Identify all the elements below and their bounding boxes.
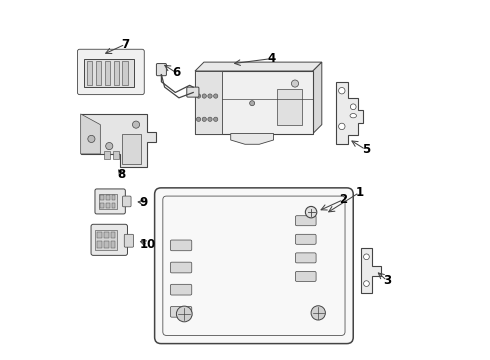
Text: 7: 7 <box>121 38 129 51</box>
Bar <box>111 232 115 238</box>
FancyBboxPatch shape <box>155 188 353 343</box>
Circle shape <box>305 206 317 218</box>
Circle shape <box>202 94 206 98</box>
Bar <box>98 194 117 209</box>
Bar <box>106 203 110 207</box>
Circle shape <box>364 254 369 260</box>
Text: 6: 6 <box>172 66 180 79</box>
Circle shape <box>208 117 212 121</box>
FancyBboxPatch shape <box>77 49 144 95</box>
Bar <box>106 195 110 201</box>
Polygon shape <box>361 248 381 293</box>
FancyBboxPatch shape <box>122 196 131 207</box>
Bar <box>112 195 115 201</box>
Text: 2: 2 <box>339 193 347 206</box>
Circle shape <box>292 80 298 87</box>
Bar <box>98 232 102 238</box>
Circle shape <box>176 306 192 322</box>
FancyBboxPatch shape <box>171 262 192 273</box>
Bar <box>84 59 134 87</box>
FancyBboxPatch shape <box>171 284 192 295</box>
Bar <box>122 134 142 164</box>
Bar <box>111 241 115 248</box>
Bar <box>277 89 302 125</box>
Bar <box>195 71 222 134</box>
Ellipse shape <box>350 113 356 118</box>
Polygon shape <box>336 82 363 144</box>
Text: 3: 3 <box>383 274 391 287</box>
Bar <box>104 61 110 85</box>
Circle shape <box>364 281 369 287</box>
Bar <box>114 61 119 85</box>
FancyBboxPatch shape <box>295 253 316 263</box>
Bar <box>98 241 102 248</box>
Circle shape <box>132 121 140 128</box>
Polygon shape <box>231 134 273 144</box>
Polygon shape <box>313 62 322 134</box>
Polygon shape <box>81 114 156 167</box>
Text: 5: 5 <box>362 143 370 156</box>
FancyBboxPatch shape <box>171 240 192 251</box>
Bar <box>113 152 119 158</box>
FancyBboxPatch shape <box>95 189 125 214</box>
Bar <box>104 152 110 158</box>
FancyBboxPatch shape <box>124 234 134 247</box>
FancyBboxPatch shape <box>295 271 316 282</box>
FancyBboxPatch shape <box>295 234 316 244</box>
FancyBboxPatch shape <box>156 64 167 76</box>
Circle shape <box>196 117 201 121</box>
Text: 10: 10 <box>140 238 156 251</box>
Polygon shape <box>81 114 100 154</box>
Circle shape <box>106 143 113 150</box>
Bar <box>96 61 101 85</box>
Circle shape <box>311 306 325 320</box>
Circle shape <box>350 104 356 110</box>
Bar <box>96 230 118 249</box>
Bar <box>195 71 313 134</box>
Bar <box>104 232 109 238</box>
Polygon shape <box>195 62 322 71</box>
Circle shape <box>202 117 206 121</box>
Circle shape <box>339 87 345 94</box>
Circle shape <box>196 94 201 98</box>
FancyBboxPatch shape <box>91 224 127 255</box>
Circle shape <box>88 135 95 143</box>
Circle shape <box>339 123 345 130</box>
Circle shape <box>249 101 255 106</box>
FancyBboxPatch shape <box>295 216 316 226</box>
Circle shape <box>214 94 218 98</box>
Bar <box>100 203 104 207</box>
Text: 4: 4 <box>268 52 276 65</box>
Bar <box>100 195 104 201</box>
Bar <box>87 61 93 85</box>
Text: 8: 8 <box>118 168 126 181</box>
Circle shape <box>214 117 218 121</box>
Bar <box>112 203 115 207</box>
Text: 1: 1 <box>355 186 364 199</box>
Circle shape <box>208 94 212 98</box>
FancyBboxPatch shape <box>171 306 192 317</box>
FancyBboxPatch shape <box>187 87 199 97</box>
Bar <box>104 241 109 248</box>
Text: 9: 9 <box>139 196 147 209</box>
Bar <box>122 61 128 85</box>
